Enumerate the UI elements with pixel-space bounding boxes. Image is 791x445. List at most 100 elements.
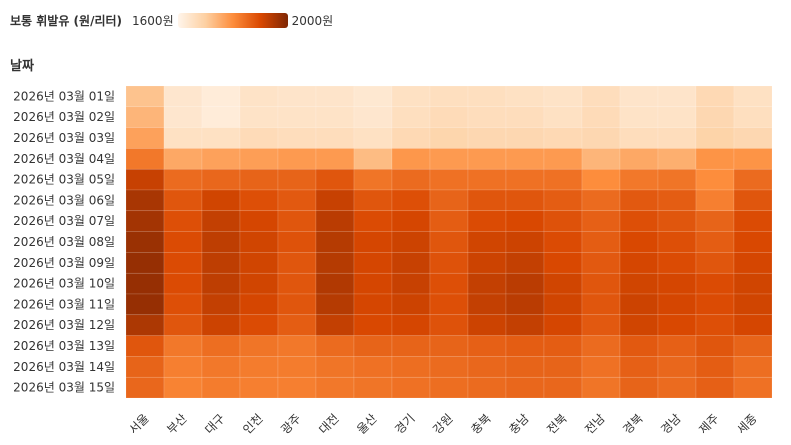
x-tick-label: 인천 — [239, 411, 265, 437]
heatmap-cell — [163, 148, 203, 170]
heatmap-cell — [733, 106, 773, 128]
heatmap-cell — [581, 189, 621, 212]
heatmap-cell — [391, 231, 431, 253]
heatmap-cell — [391, 335, 431, 357]
heatmap-cell — [353, 252, 393, 274]
heatmap-cell — [163, 314, 203, 336]
x-tick-label: 대전 — [316, 411, 342, 437]
heatmap-cell — [695, 148, 735, 170]
y-tick-label: 2026년 03월 14일 — [13, 360, 115, 374]
heatmap-cell — [543, 168, 583, 191]
heatmap-cell — [201, 252, 241, 274]
heatmap-cell — [733, 272, 773, 295]
heatmap-cell — [315, 376, 355, 399]
heatmap-cell — [315, 148, 355, 170]
heatmap-cell — [695, 127, 735, 149]
heatmap-cell — [353, 335, 393, 357]
heatmap-cell — [277, 272, 317, 295]
x-tick-label: 경북 — [620, 411, 646, 437]
heatmap-cell — [581, 314, 621, 336]
heatmap-cell — [467, 231, 507, 253]
heatmap-cell — [619, 293, 659, 316]
heatmap-cell — [505, 127, 545, 149]
heatmap-cell — [543, 85, 583, 108]
heatmap-cell — [277, 231, 317, 253]
heatmap-cell — [163, 272, 203, 295]
heatmap-cell — [163, 85, 203, 108]
heatmap-cell — [733, 231, 773, 253]
heatmap-cell — [429, 106, 469, 128]
heatmap-cell — [695, 376, 735, 399]
heatmap-cell — [353, 168, 393, 191]
heatmap-cell — [315, 231, 355, 253]
heatmap-cell — [429, 376, 469, 399]
heatmap-cell — [315, 168, 355, 191]
heatmap-cell — [353, 272, 393, 295]
heatmap-cell — [467, 335, 507, 357]
heatmap-cell — [467, 168, 507, 191]
heatmap-cell — [581, 127, 621, 149]
heatmap-cell — [505, 293, 545, 316]
heatmap-cell — [125, 231, 165, 253]
heatmap-cell — [239, 106, 279, 128]
heatmap-cell — [429, 210, 469, 232]
heatmap-cell — [315, 356, 355, 378]
y-tick-label: 2026년 03월 02일 — [13, 110, 115, 124]
heatmap-cell — [733, 127, 773, 149]
heatmap-cell — [239, 272, 279, 295]
heatmap-cell — [733, 148, 773, 170]
heatmap-cell — [391, 106, 431, 128]
heatmap-cell — [201, 106, 241, 128]
heatmap-cell — [581, 168, 621, 191]
heatmap-cell — [201, 356, 241, 378]
heatmap-cell — [733, 356, 773, 378]
heatmap-cell — [505, 252, 545, 274]
heatmap-cell — [239, 127, 279, 149]
legend-max-label: 2000원 — [291, 13, 334, 28]
heatmap-cell — [315, 314, 355, 336]
y-axis-tick-labels: 2026년 03월 01일 2026년 03월 02일 2026년 03월 03일 2… — [13, 89, 115, 394]
x-tick-label: 세종 — [734, 411, 760, 437]
heatmap-cell — [391, 293, 431, 316]
heatmap-cell — [543, 376, 583, 399]
y-tick-label: 2026년 03월 15일 — [13, 381, 115, 395]
heatmap-cell — [657, 168, 697, 191]
heatmap-cell — [581, 252, 621, 274]
heatmap-cell — [619, 148, 659, 170]
heatmap-cell — [163, 231, 203, 253]
heatmap-cell — [543, 106, 583, 128]
heatmap-cell — [163, 127, 203, 149]
heatmap-cell — [543, 127, 583, 149]
heatmap-cell — [277, 189, 317, 212]
heatmap-cell — [315, 189, 355, 212]
heatmap-cell — [201, 335, 241, 357]
heatmap-cell — [429, 168, 469, 191]
y-tick-label: 2026년 03월 11일 — [13, 297, 115, 311]
heatmap-cell — [733, 252, 773, 274]
heatmap-cell — [581, 376, 621, 399]
heatmap-cell — [125, 148, 165, 170]
heatmap-cell — [619, 210, 659, 232]
heatmap-cell — [163, 210, 203, 232]
heatmap-cell — [391, 85, 431, 108]
heatmap-cell — [353, 148, 393, 170]
heatmap-cell — [429, 127, 469, 149]
heatmap-cell — [239, 314, 279, 336]
legend-gradient-bar — [177, 12, 288, 28]
heatmap-cell — [657, 106, 697, 128]
x-tick-label: 전북 — [544, 411, 570, 437]
heatmap-cell — [543, 356, 583, 378]
heatmap-cell — [239, 231, 279, 253]
heatmap-cell — [201, 148, 241, 170]
heatmap-cell — [353, 376, 393, 399]
heatmap-cell — [543, 189, 583, 212]
heatmap-cell — [125, 106, 165, 128]
y-tick-label: 2026년 03월 05일 — [13, 173, 115, 187]
heatmap-cell — [467, 272, 507, 295]
heatmap-cell — [125, 252, 165, 274]
heatmap-cell — [429, 85, 469, 108]
heatmap-cell — [239, 85, 279, 108]
x-axis-tick-labels: 서울 부산 대구 인천 광주 대전 울산 경기 강원 충북 충남 전북 전남 경북 경남 제주 세종 — [126, 411, 760, 437]
y-axis-title: 날짜 — [10, 59, 34, 74]
x-tick-label: 광주 — [278, 411, 304, 437]
